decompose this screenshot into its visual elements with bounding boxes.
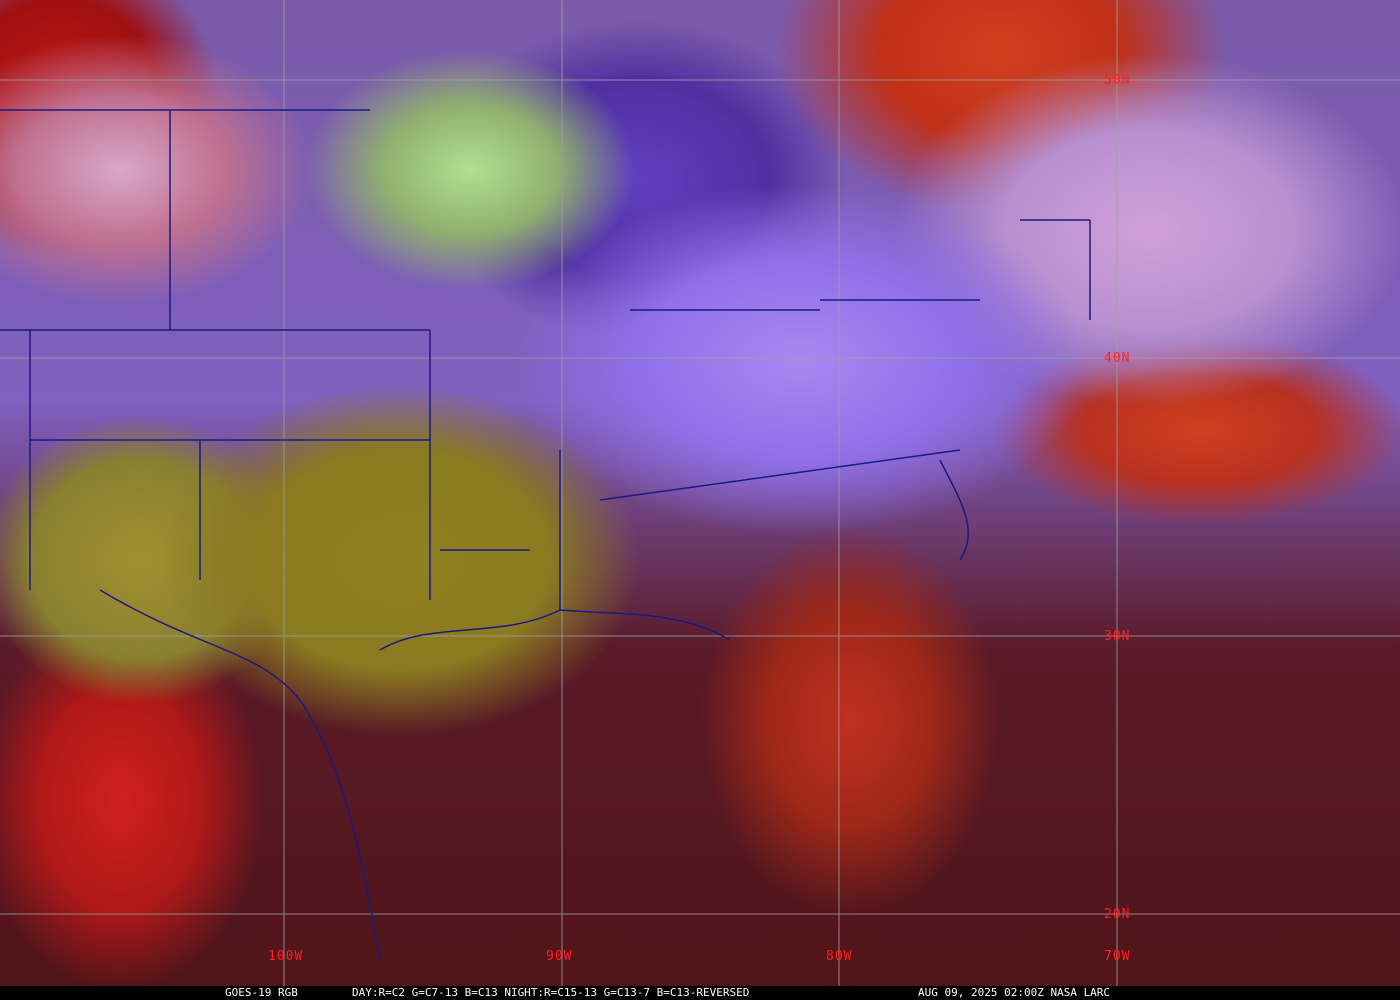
lon-label-80w: 80W bbox=[826, 949, 853, 964]
caption-timestamp: AUG 09, 2025 02:00Z NASA LARC bbox=[918, 986, 1111, 999]
lon-label-100w: 100W bbox=[268, 949, 304, 964]
lat-label-50n: 50N bbox=[1104, 73, 1131, 88]
caption-product: GOES-19 RGB bbox=[225, 986, 298, 999]
lon-label-90w: 90W bbox=[546, 949, 573, 964]
lat-label-40n: 40N bbox=[1104, 351, 1131, 366]
lon-label-70w: 70W bbox=[1104, 949, 1131, 964]
caption-recipe: DAY:R=C2 G=C7-13 B=C13 NIGHT:R=C15-13 G=… bbox=[352, 986, 750, 999]
lat-label-30n: 30N bbox=[1104, 629, 1131, 644]
lat-label-20n: 20N bbox=[1104, 907, 1131, 922]
state-borders bbox=[0, 109, 1091, 961]
caption-bar: GOES-19 RGB DAY:R=C2 G=C7-13 B=C13 NIGHT… bbox=[0, 986, 1400, 1000]
